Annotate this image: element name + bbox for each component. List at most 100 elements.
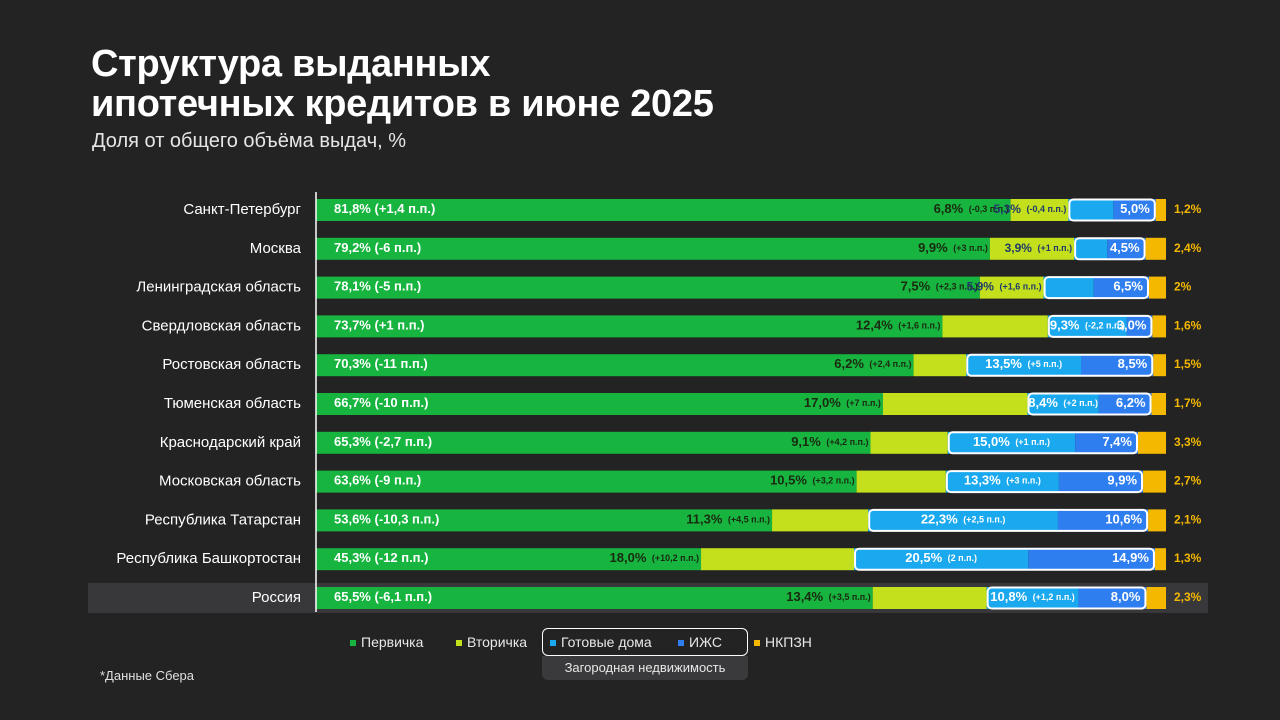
bar-segment-1 bbox=[316, 470, 857, 493]
bar-segment-5 bbox=[1153, 354, 1166, 377]
rural-frame bbox=[1068, 198, 1156, 222]
value-label-nkpzn: 2,1% bbox=[1174, 513, 1202, 527]
rural-frame bbox=[986, 586, 1147, 610]
category-label: Ленинградская область bbox=[136, 279, 301, 296]
bar-segment-3 bbox=[945, 470, 1059, 493]
value-label-secondary: 10,5% (+3,2 п.п.) bbox=[770, 473, 855, 488]
value-label-secondary: 12,4% (+1,6 п.п.) bbox=[856, 318, 941, 333]
value-label-secondary: 11,3% (+4,5 п.п.) bbox=[686, 512, 770, 527]
bar-segment-3 bbox=[986, 587, 1079, 609]
bar-segment-1 bbox=[316, 199, 1011, 221]
bar-segment-3 bbox=[947, 431, 1076, 454]
category-label: Санкт-Петербург bbox=[183, 201, 301, 218]
bar-segment-5 bbox=[1143, 470, 1166, 493]
bar-segment-3 bbox=[1043, 276, 1094, 299]
value-label-secondary: 7,5% (+2,3 п.п.) bbox=[901, 279, 978, 294]
bar-segment-2 bbox=[870, 431, 948, 454]
value-label-nkpzn: 1,5% bbox=[1174, 357, 1202, 371]
bar-segment-4 bbox=[1113, 199, 1156, 221]
bar-segment-1 bbox=[316, 509, 773, 532]
rural-frame bbox=[1027, 392, 1152, 416]
legend-item-primary: Первичка bbox=[350, 634, 423, 650]
value-label-izhs: 5,0% bbox=[1120, 201, 1150, 216]
value-label-ready-houses: 9,3% (-2,2 п.п.) bbox=[1050, 318, 1125, 333]
bar-segment-2 bbox=[913, 354, 967, 377]
bar-segment-4 bbox=[1093, 276, 1149, 299]
value-label-izhs: 8,5% bbox=[1118, 357, 1148, 372]
rural-frame bbox=[1043, 276, 1149, 300]
value-label-ready-houses: 10,8% (+1,2 п.п.) bbox=[990, 589, 1075, 604]
value-label-ready-houses: 5,3% (-0,4 п.п.) bbox=[994, 202, 1067, 216]
bar-segment-3 bbox=[868, 509, 1058, 532]
bar-segment-1 bbox=[316, 276, 980, 299]
category-label: Московская область bbox=[159, 473, 301, 490]
bar-segment-1 bbox=[316, 237, 990, 260]
legend-swatch bbox=[754, 640, 760, 647]
category-label: Тюменская область bbox=[164, 395, 301, 412]
value-label-primary: 70,3% (-11 п.п.) bbox=[334, 357, 428, 372]
chart-title: Структура выданных ипотечных кредитов в … bbox=[91, 44, 891, 124]
bar-segment-5 bbox=[1148, 509, 1166, 532]
value-label-izhs: 4,5% bbox=[1110, 240, 1140, 255]
bar-segment-4 bbox=[1028, 548, 1155, 571]
category-label: Республика Татарстан bbox=[145, 511, 301, 528]
legend-item-nkpzn: НКПЗН bbox=[754, 634, 812, 650]
value-label-nkpzn: 3,3% bbox=[1174, 435, 1202, 449]
rural-frame bbox=[854, 547, 1155, 571]
value-label-izhs: 14,9% bbox=[1112, 551, 1149, 566]
bar-segment-5 bbox=[1152, 315, 1166, 338]
category-label: Краснодарский край bbox=[160, 434, 301, 451]
value-label-primary: 73,7% (+1 п.п.) bbox=[334, 318, 425, 333]
value-label-izhs: 10,6% bbox=[1105, 512, 1142, 527]
value-label-nkpzn: 1,6% bbox=[1174, 319, 1202, 333]
bar-segment-3 bbox=[1047, 315, 1127, 338]
value-label-secondary: 6,2% (+2,4 п.п.) bbox=[834, 357, 911, 372]
bar-segment-4 bbox=[1078, 587, 1147, 609]
value-label-primary: 53,6% (-10,3 п.п.) bbox=[334, 512, 439, 527]
value-label-primary: 65,3% (-2,7 п.п.) bbox=[334, 434, 432, 449]
rural-frame bbox=[1074, 237, 1146, 261]
value-label-secondary: 13,4% (+3,5 п.п.) bbox=[786, 589, 871, 604]
bar-segment-2 bbox=[989, 237, 1075, 260]
value-label-izhs: 6,2% bbox=[1116, 395, 1146, 410]
bar-segment-5 bbox=[1137, 431, 1166, 454]
bar-segment-5 bbox=[1155, 199, 1166, 221]
value-label-izhs: 6,5% bbox=[1113, 279, 1143, 294]
bar-segment-3 bbox=[966, 354, 1081, 377]
value-label-primary: 78,1% (-5 п.п.) bbox=[334, 279, 421, 294]
value-label-primary: 81,8% (+1,4 п.п.) bbox=[334, 201, 435, 216]
value-label-secondary: 9,9% (+3 п.п.) bbox=[918, 240, 988, 255]
category-label: Россия bbox=[252, 589, 301, 606]
value-label-izhs: 8,0% bbox=[1111, 589, 1141, 604]
legend-group-label: Загородная недвижимость bbox=[542, 656, 748, 680]
title-line-2: ипотечных кредитов в июне 2025 bbox=[91, 83, 714, 125]
rural-frame bbox=[947, 431, 1138, 455]
bar-segment-4 bbox=[1081, 354, 1154, 377]
legend-swatch bbox=[350, 640, 356, 647]
value-label-izhs: 7,4% bbox=[1102, 434, 1132, 449]
bar-segment-2 bbox=[701, 548, 855, 571]
legend-item-secondary: Вторичка bbox=[456, 634, 527, 650]
bar-segment-1 bbox=[316, 315, 943, 338]
value-label-secondary: 6,8% (-0,3 п.п.) bbox=[934, 201, 1009, 216]
bar-segment-5 bbox=[1151, 393, 1166, 415]
bar-segment-5 bbox=[1145, 237, 1166, 260]
bar-segment-1 bbox=[316, 587, 873, 609]
title-line-1: Структура выданных bbox=[91, 43, 491, 85]
bar-segment-3 bbox=[1074, 237, 1108, 260]
bar-segment-1 bbox=[316, 548, 702, 571]
value-label-secondary: 17,0% (+7 п.п.) bbox=[804, 395, 881, 410]
value-label-nkpzn: 1,7% bbox=[1174, 396, 1202, 410]
bar-segment-2 bbox=[942, 315, 1048, 338]
bar-segment-1 bbox=[316, 354, 914, 377]
value-label-ready-houses: 13,5% (+5 п.п.) bbox=[985, 357, 1062, 372]
value-label-primary: 63,6% (-9 п.п.) bbox=[334, 473, 421, 488]
value-label-ready-houses: 3,9% (+1 п.п.) bbox=[1005, 241, 1073, 255]
legend-swatch bbox=[550, 640, 556, 647]
value-label-primary: 66,7% (-10 п.п.) bbox=[334, 395, 428, 410]
legend-group-frame bbox=[542, 628, 748, 656]
bar-segment-5 bbox=[1154, 548, 1166, 571]
bar-segment-3 bbox=[854, 548, 1029, 571]
bar-segment-5 bbox=[1146, 587, 1166, 609]
